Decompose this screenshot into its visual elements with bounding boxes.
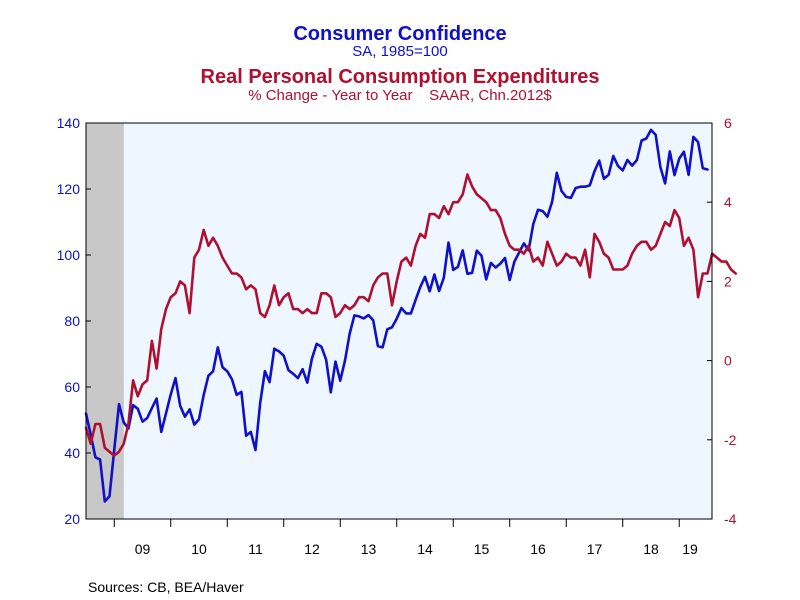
left-axis-tick-label: 100 bbox=[57, 247, 81, 263]
x-axis-tick-label: 09 bbox=[135, 541, 151, 557]
x-axis-tick-label: 14 bbox=[417, 541, 433, 557]
chart-subtitle-left-axis: SA, 1985=100 bbox=[352, 43, 448, 60]
recession-shading bbox=[86, 123, 124, 519]
x-axis-tick-label: 15 bbox=[474, 541, 490, 557]
series-line-real-pce bbox=[84, 173, 738, 457]
x-axis-tick-label: 18 bbox=[643, 541, 659, 557]
left-axis-tick-label: 40 bbox=[64, 445, 80, 461]
source-note: Sources: CB, BEA/Haver bbox=[88, 579, 244, 595]
left-axis-tick-label: 80 bbox=[64, 313, 80, 329]
series-line-consumer-confidence bbox=[84, 128, 709, 503]
right-axis-tick-label: -4 bbox=[724, 511, 737, 527]
x-axis-tick-label: 19 bbox=[682, 541, 698, 557]
x-axis-tick-label: 17 bbox=[587, 541, 603, 557]
x-axis-tick-label: 13 bbox=[361, 541, 377, 557]
chart-title-second-series: Real Personal Consumption Expenditures bbox=[201, 66, 600, 88]
right-axis-tick-label: 0 bbox=[724, 353, 732, 369]
plot-area bbox=[86, 123, 712, 519]
right-axis-tick-label: 6 bbox=[724, 115, 732, 131]
x-axis-tick-label: 16 bbox=[530, 541, 546, 557]
right-axis-tick-label: -2 bbox=[724, 432, 737, 448]
left-axis-tick-label: 20 bbox=[64, 511, 80, 527]
left-axis-tick-label: 120 bbox=[57, 181, 81, 197]
right-axis-tick-label: 4 bbox=[724, 194, 732, 210]
left-axis-tick-label: 60 bbox=[64, 379, 80, 395]
right-axis-tick-label: 2 bbox=[724, 273, 732, 289]
x-axis-tick-label: 10 bbox=[191, 541, 207, 557]
left-axis-tick-label: 140 bbox=[57, 115, 81, 131]
chart-title: Consumer Confidence bbox=[293, 23, 506, 45]
x-axis-tick-label: 12 bbox=[304, 541, 320, 557]
chart-subtitle-right-axis: % Change - Year to Year SAAR, Chn.2012$ bbox=[248, 87, 552, 104]
x-axis-tick-label: 11 bbox=[248, 541, 263, 557]
